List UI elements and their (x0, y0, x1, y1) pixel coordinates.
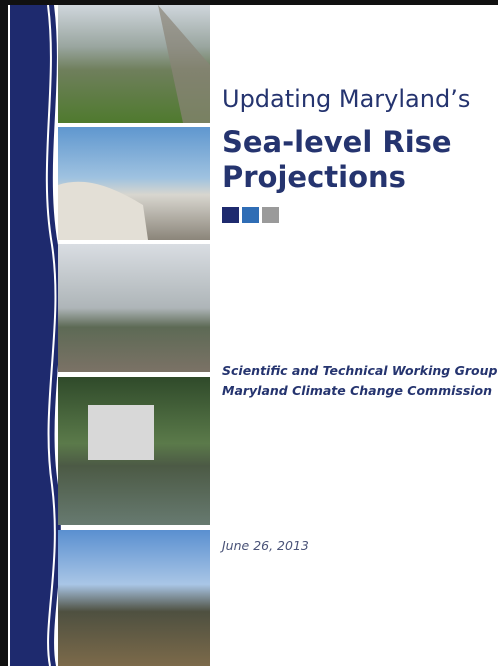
author: Scientific and Technical Working Group (222, 363, 497, 378)
author: Maryland Climate Change Commission (222, 383, 492, 398)
report-cover: Updating Maryland’s Sea-level Rise Proje… (8, 5, 498, 666)
page: Updating Maryland’s Sea-level Rise Proje… (0, 0, 498, 666)
decor-square (242, 207, 259, 223)
cover-art (8, 5, 218, 666)
date: June 26, 2013 (222, 538, 309, 553)
title-line: Projections (222, 160, 406, 194)
decor-square (262, 207, 279, 223)
decor-square (222, 207, 239, 223)
title-line: Updating Maryland’s (222, 85, 470, 113)
title-line: Sea-level Rise (222, 125, 452, 159)
